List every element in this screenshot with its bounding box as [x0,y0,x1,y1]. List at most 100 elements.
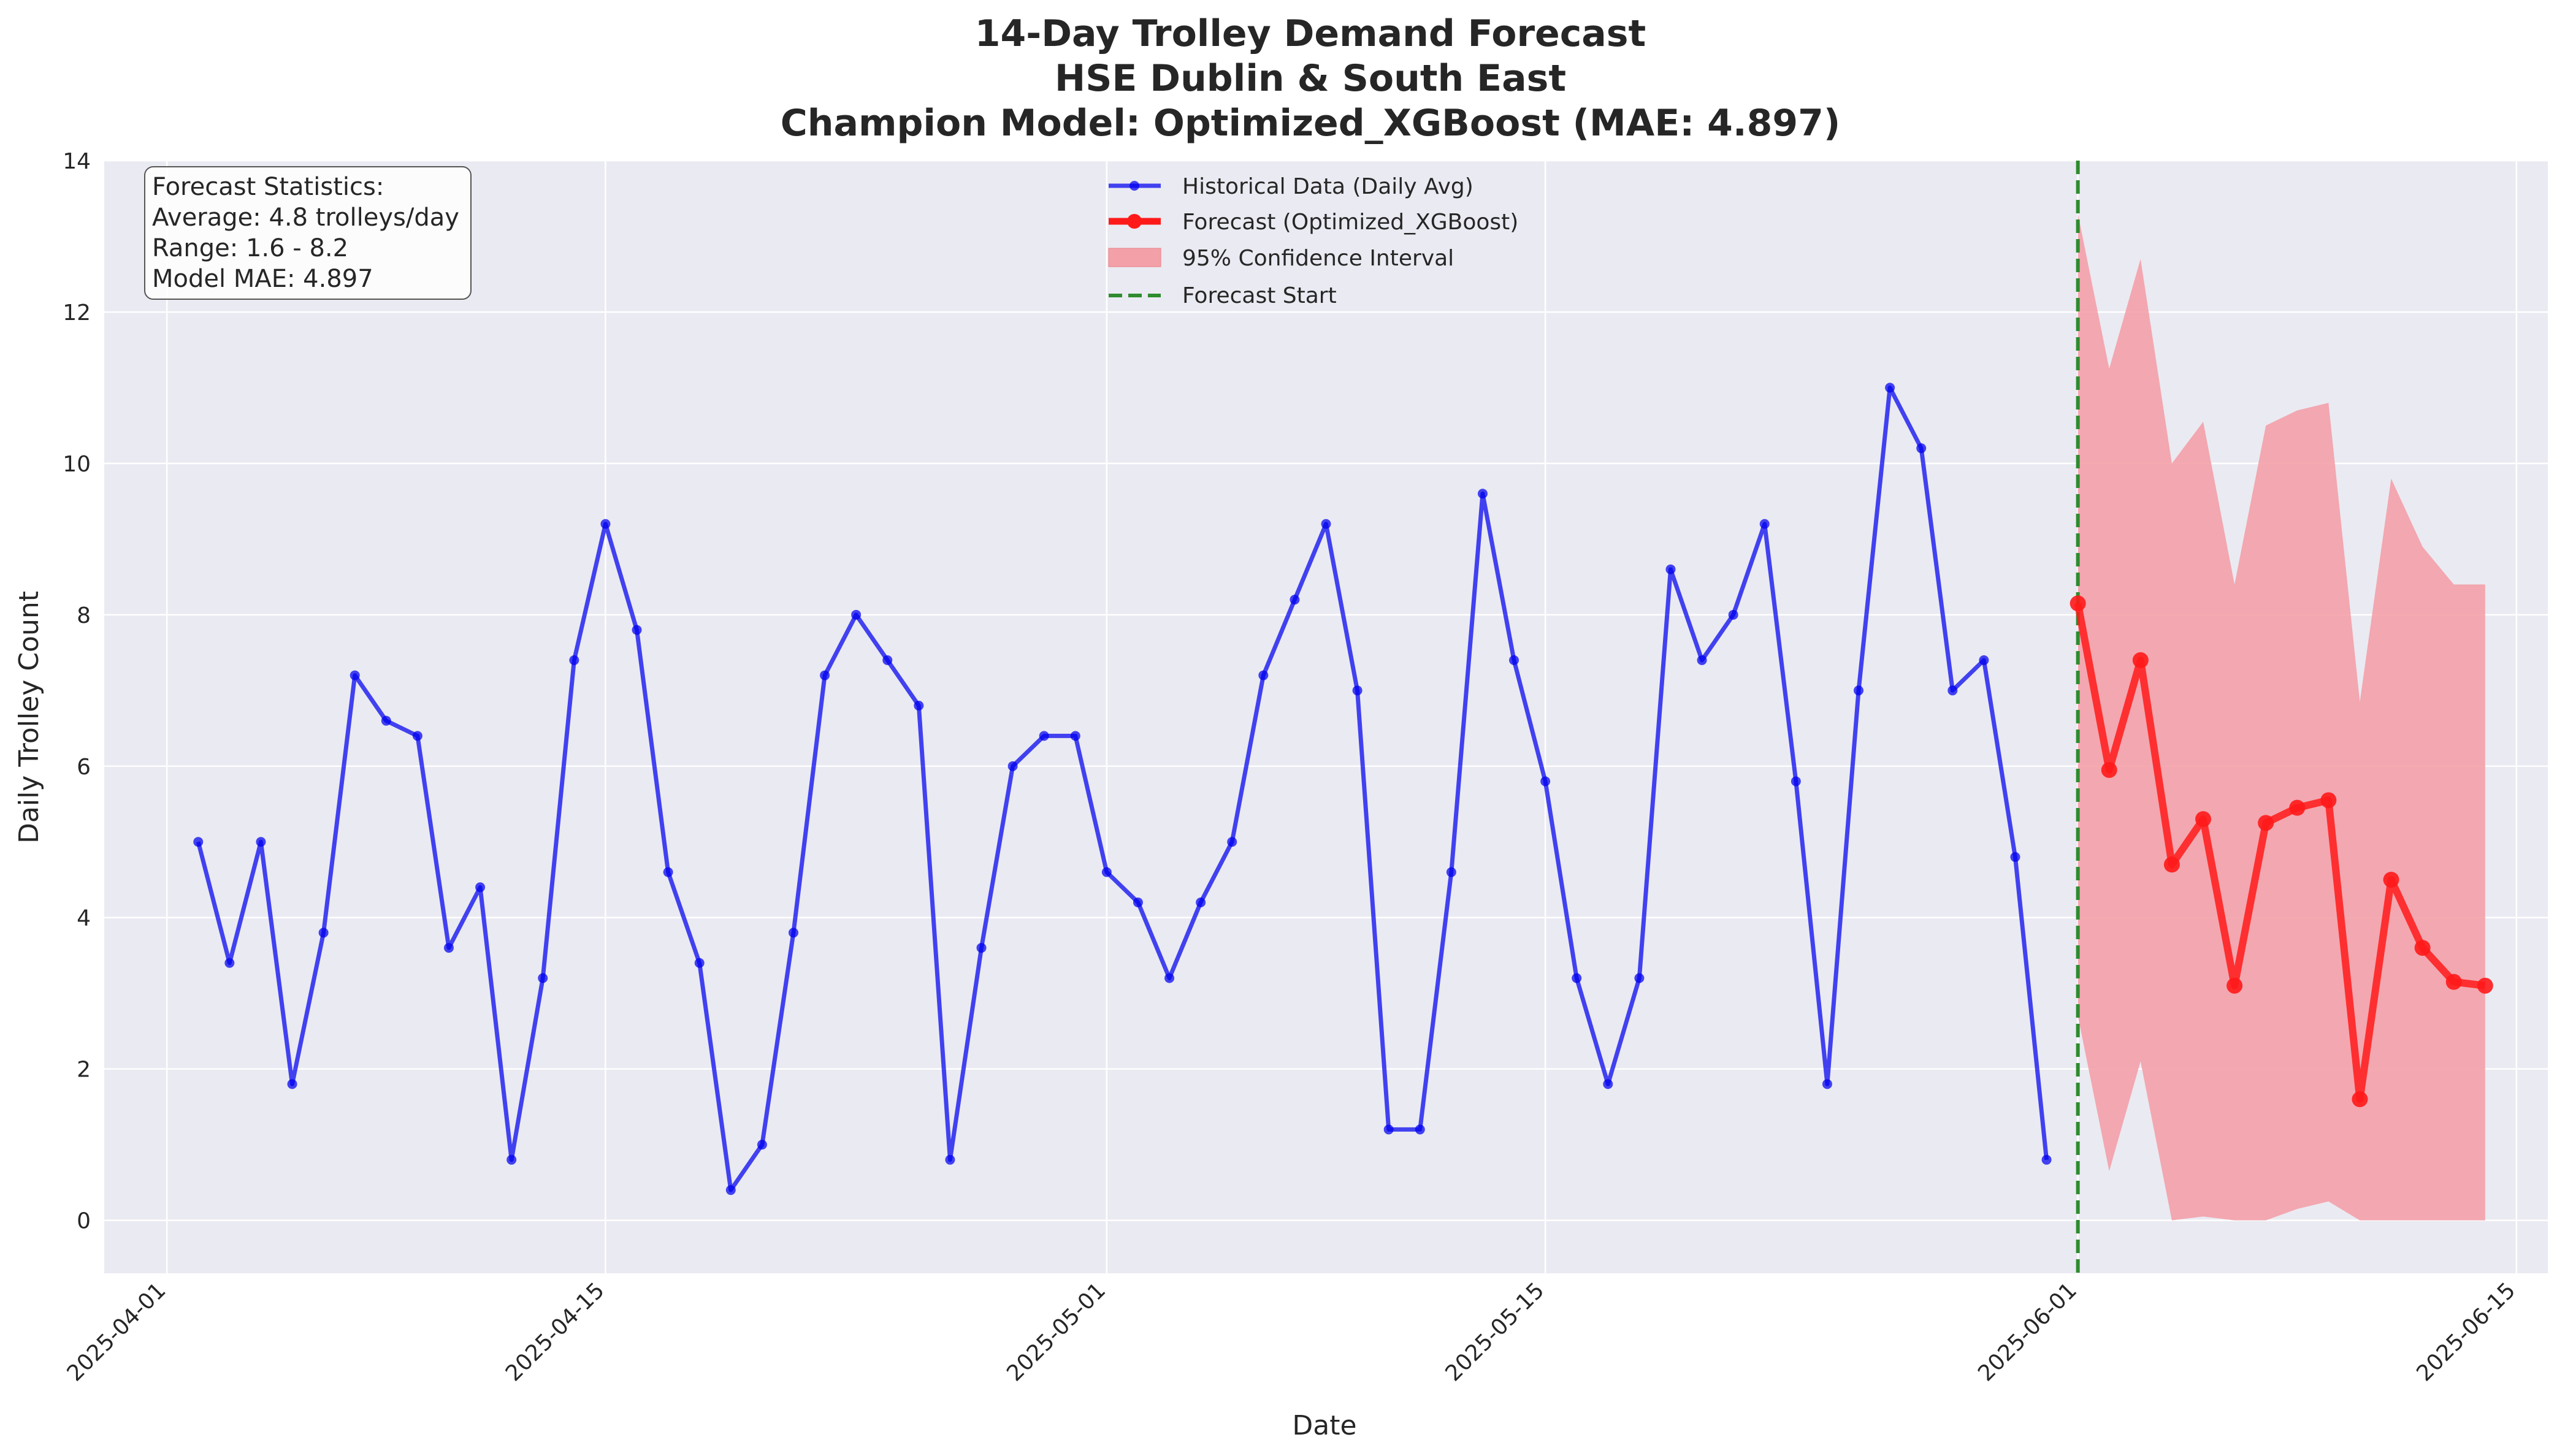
forecast-point [2320,792,2337,809]
historical-point [287,1079,297,1089]
historical-point [1603,1079,1613,1089]
historical-point [1477,489,1488,499]
stats-line-2: Average: 4.8 trolleys/day [152,204,459,232]
forecast-point [2226,977,2243,994]
historical-point [945,1154,955,1165]
historical-point [976,943,987,953]
historical-point [318,928,329,938]
historical-point [506,1154,517,1165]
historical-point [1133,898,1143,907]
historical-point [2041,1154,2052,1165]
confidence-band-layer [2077,213,2485,1221]
historical-point [1164,973,1175,983]
y-axis-label: Daily Trolley Count [13,591,45,844]
historical-point [1728,609,1738,620]
y-tick-label: 10 [63,452,91,477]
forecast-point [2132,652,2149,668]
chart-title-line-1: 14-Day Trolley Demand Forecast [975,12,1646,55]
y-tick-label: 12 [63,300,91,326]
forecast-point [2445,974,2462,990]
historical-point [851,609,862,620]
historical-point [1258,670,1269,680]
historical-point [1352,685,1363,696]
historical-point [1572,973,1582,983]
legend-label-historical: Historical Data (Daily Avg) [1182,174,1473,199]
forecast-point [2070,595,2086,612]
forecast-point [2101,761,2117,778]
legend: Historical Data (Daily Avg) Forecast (Op… [1108,174,1518,308]
historical-point [256,837,266,847]
historical-point [1665,564,1676,574]
y-tick-label: 14 [63,149,91,174]
forecast-point [2258,815,2274,831]
forecast-point [2383,871,2399,888]
historical-point [1101,867,1112,877]
historical-point [1979,655,1989,665]
legend-marker-forecast [1127,214,1142,229]
legend-label-confidence: 95% Confidence Interval [1182,246,1454,271]
x-tick-label: 2025-06-15 [2412,1278,2520,1386]
forecast-point [2163,856,2180,873]
historical-point [1854,685,1864,696]
historical-point [820,670,830,680]
historical-point [1540,776,1551,787]
stats-line-3: Range: 1.6 - 8.2 [152,234,348,262]
historical-point [1916,443,1927,454]
confidence-band [2077,213,2485,1221]
historical-point [2010,852,2020,862]
forecast-line [2074,603,2486,1103]
historical-point [1634,973,1645,983]
historical-point [1070,731,1080,741]
historical-point [1290,595,1300,605]
forecast-point [2289,799,2306,816]
legend-label-forecast: Forecast (Optimized_XGBoost) [1182,210,1518,235]
historical-point [882,655,893,665]
x-tick-label: 2025-04-15 [501,1278,610,1386]
historical-point [412,731,422,741]
series-layer [193,161,2493,1273]
historical-point [1383,1124,1394,1135]
stats-box-frame [144,166,472,300]
stats-line-1: Forecast Statistics: [152,173,384,201]
historical-point [1321,519,1331,529]
x-tick-label: 2025-05-01 [1002,1278,1110,1386]
historical-point [663,867,673,877]
historical-point [1947,685,1958,696]
historical-point [569,655,579,665]
y-tick-label: 6 [77,755,91,780]
historical-point [1885,383,1895,393]
stats-line-4: Model MAE: 4.897 [152,265,373,293]
x-axis-label: Date [1292,1410,1356,1441]
historical-point [1509,655,1519,665]
legend-marker-historical [1129,181,1139,191]
historical-point [1196,898,1206,907]
historical-point [1759,519,1770,529]
historical-point [538,973,548,983]
historical-point [1697,655,1707,665]
historical-point [224,958,235,968]
chart-title-line-3: Champion Model: Optimized_XGBoost (MAE: … [781,102,1841,145]
legend-label-forecast-start: Forecast Start [1182,283,1337,308]
forecast-stats-box: Forecast Statistics: Average: 4.8 trolle… [144,166,472,300]
forecast-point [2352,1091,2368,1108]
historical-point [381,715,391,726]
historical-point [694,958,705,968]
historical-point [757,1140,767,1150]
historical-point [1039,731,1049,741]
historical-point [1007,761,1018,771]
historical-point [475,882,486,893]
historical-point [600,519,611,529]
forecast-point [2414,940,2431,956]
legend-swatch-confidence [1108,248,1161,267]
historical-point [193,837,204,847]
x-tick-label: 2025-04-01 [63,1278,171,1386]
y-tick-label: 0 [77,1209,91,1234]
historical-point [788,928,798,938]
historical-point [914,700,924,711]
y-tick-label: 8 [77,603,91,628]
forecast-point [2477,977,2493,994]
chart-title-line-2: HSE Dublin & South East [1055,57,1566,100]
historical-point [1227,837,1237,847]
y-tick-label: 4 [77,906,91,931]
historical-point [1415,1124,1425,1135]
